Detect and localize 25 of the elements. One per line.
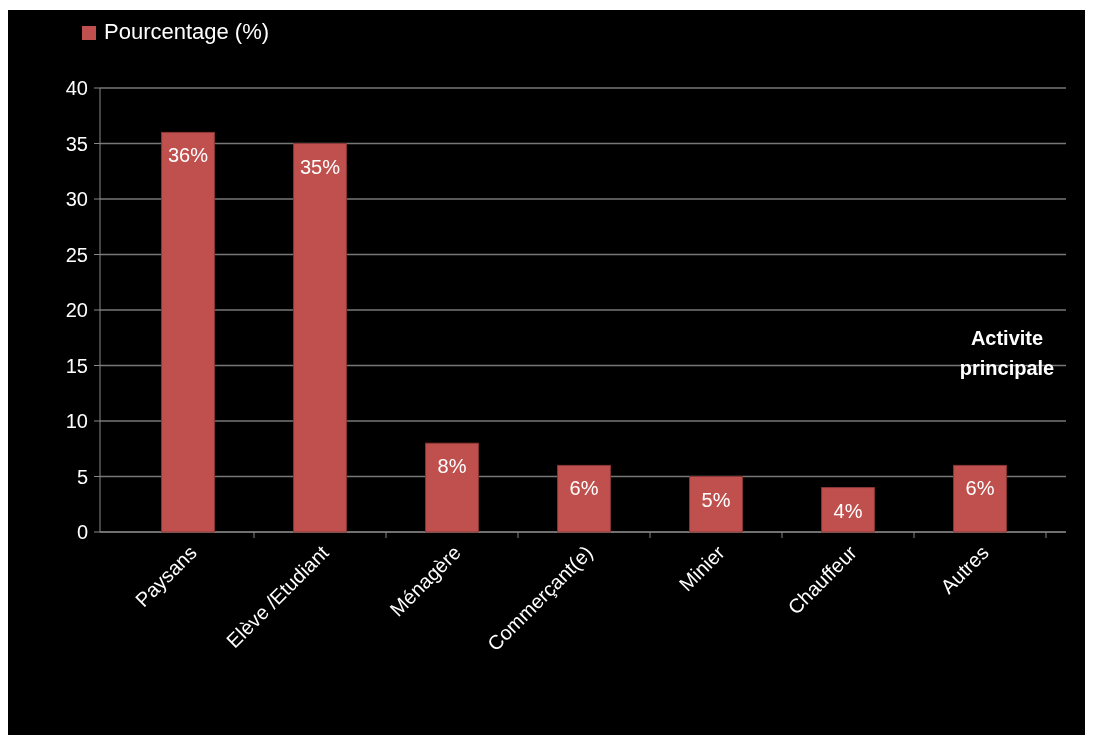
legend-label: Pourcentage (%) [104,19,270,44]
data-label: 35% [299,155,341,178]
data-label: 36% [167,144,209,167]
data-label: 8% [437,455,467,478]
bar [425,442,479,533]
bar [821,487,875,533]
bar [557,464,611,533]
bar [953,464,1007,533]
y-tick-label: 30 [65,188,88,210]
annotation: Activite principale [959,327,1055,379]
data-label: 6% [569,477,599,500]
y-tick-label: 20 [65,299,88,321]
y-tick-label: 5 [76,465,88,488]
bar [161,131,215,533]
bar [689,476,743,533]
y-tick-label: 0 [76,521,88,543]
y-tick-label: 40 [65,77,88,99]
y-tick-label: 25 [65,243,88,266]
bar [293,143,347,533]
y-tick-label: 35 [65,132,88,155]
y-tick-label: 10 [65,410,88,432]
y-tick-label: 15 [65,354,88,377]
data-label: 4% [833,499,863,522]
data-label: 5% [701,488,731,511]
data-label: 6% [965,477,995,500]
